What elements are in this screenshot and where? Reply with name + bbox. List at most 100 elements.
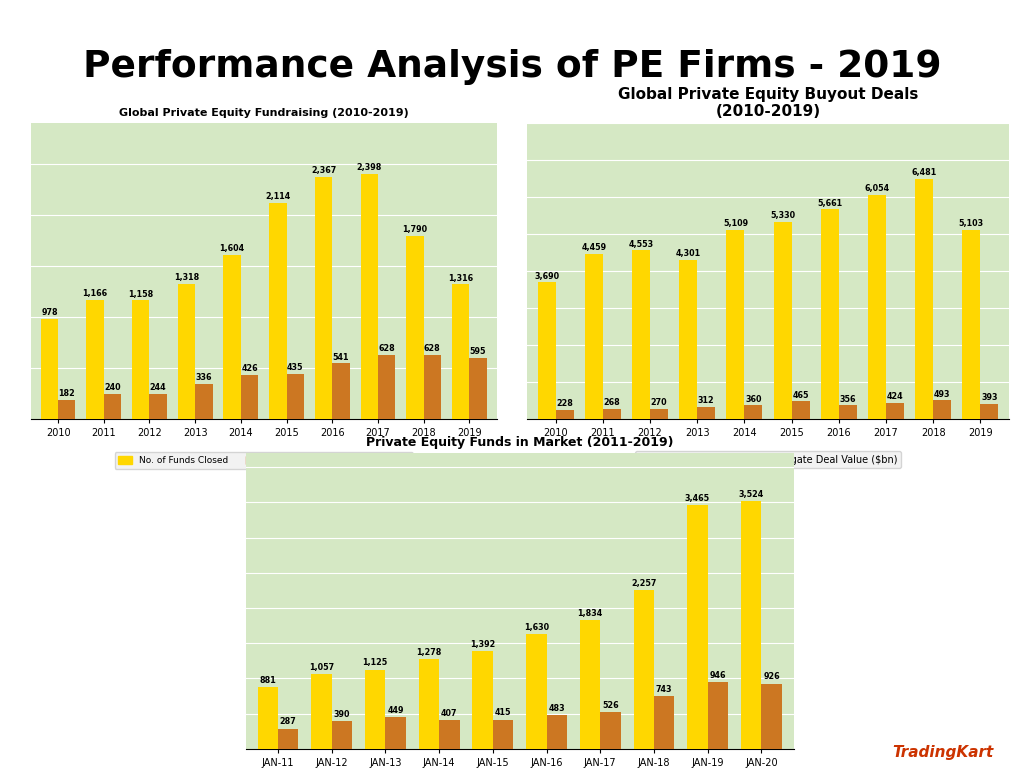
Bar (933, 400, 951, 419)
Text: 595: 595 (470, 347, 486, 356)
Bar (839, 406, 857, 419)
Bar (332, 721, 352, 749)
Text: 526: 526 (602, 700, 618, 710)
Text: 628: 628 (424, 344, 440, 353)
Text: 1,630: 1,630 (523, 623, 549, 632)
Text: 978: 978 (41, 308, 57, 317)
Bar (424, 355, 441, 419)
Bar (241, 375, 258, 419)
Text: 1,125: 1,125 (362, 658, 388, 667)
Bar (600, 712, 621, 749)
Bar (419, 659, 439, 749)
Bar (178, 284, 196, 419)
Text: 493: 493 (934, 389, 950, 399)
Text: 5,103: 5,103 (958, 220, 984, 228)
Bar (538, 282, 556, 419)
Text: 4,459: 4,459 (582, 243, 606, 252)
Bar (556, 410, 573, 419)
Text: 426: 426 (242, 364, 258, 373)
Bar (86, 300, 103, 419)
Text: 3,524: 3,524 (738, 489, 764, 498)
Text: 240: 240 (104, 383, 121, 392)
Bar (726, 230, 744, 419)
Text: TradingKart: TradingKart (892, 745, 993, 760)
Bar (360, 174, 378, 419)
Bar (868, 195, 886, 419)
Text: 415: 415 (495, 708, 511, 717)
Text: 228: 228 (556, 399, 573, 409)
Text: 6,481: 6,481 (911, 168, 937, 177)
Text: 356: 356 (840, 395, 856, 404)
Bar (762, 684, 781, 749)
Text: 628: 628 (378, 344, 395, 353)
Text: 465: 465 (793, 391, 809, 399)
Text: 424: 424 (887, 392, 903, 401)
Text: 1,316: 1,316 (447, 273, 473, 283)
Text: 435: 435 (287, 363, 303, 372)
Legend: No. of Funds Closed, Aggregate Capital Raised ($bn): No. of Funds Closed, Aggregate Capital R… (115, 452, 413, 468)
Text: 3,465: 3,465 (685, 494, 710, 503)
Text: 926: 926 (763, 673, 780, 681)
Bar (741, 501, 762, 749)
Text: 390: 390 (334, 710, 350, 719)
Text: 1,158: 1,158 (128, 290, 154, 299)
Bar (697, 407, 715, 419)
Title: Global Private Equity Buyout Deals
(2010-2019): Global Private Equity Buyout Deals (2010… (617, 87, 919, 119)
Bar (792, 402, 810, 419)
Text: 541: 541 (333, 353, 349, 362)
Text: 2,114: 2,114 (265, 192, 291, 201)
Text: 1,392: 1,392 (470, 640, 496, 649)
Text: Performance Analysis of PE Firms - 2019: Performance Analysis of PE Firms - 2019 (83, 49, 941, 85)
Text: 244: 244 (150, 382, 167, 392)
Text: 312: 312 (698, 396, 715, 406)
Bar (314, 177, 332, 419)
Bar (385, 717, 406, 749)
Bar (580, 620, 600, 749)
Bar (654, 697, 675, 749)
Bar (223, 255, 241, 419)
Text: 2,257: 2,257 (631, 579, 656, 588)
Text: 360: 360 (745, 395, 762, 404)
Bar (311, 674, 332, 749)
Bar (980, 404, 998, 419)
Bar (632, 250, 650, 419)
Bar (774, 221, 792, 419)
Bar (650, 409, 668, 419)
Bar (821, 210, 839, 419)
Text: 393: 393 (981, 393, 997, 402)
Bar (332, 363, 349, 419)
Text: 1,790: 1,790 (402, 225, 427, 234)
Text: 1,278: 1,278 (416, 647, 441, 657)
Text: 483: 483 (549, 703, 565, 713)
Bar (963, 230, 980, 419)
Title: Global Private Equity Fundraising (2010-2019): Global Private Equity Fundraising (2010-… (119, 108, 409, 118)
Text: 3,690: 3,690 (535, 272, 559, 280)
Bar (634, 590, 654, 749)
Text: 881: 881 (259, 676, 276, 684)
Text: 743: 743 (656, 685, 673, 694)
Bar (132, 300, 150, 419)
Text: 5,330: 5,330 (770, 211, 796, 220)
Text: 5,109: 5,109 (723, 219, 748, 228)
Text: 1,318: 1,318 (174, 273, 199, 283)
Bar (258, 687, 278, 749)
Bar (196, 384, 213, 419)
Bar (103, 394, 121, 419)
Bar (41, 319, 58, 419)
Text: 5,661: 5,661 (817, 199, 843, 207)
Bar (150, 394, 167, 419)
Bar (585, 253, 603, 419)
Bar (365, 670, 385, 749)
Text: 2,398: 2,398 (356, 164, 382, 172)
Bar (287, 374, 304, 419)
Text: 407: 407 (441, 709, 458, 718)
Bar (469, 358, 486, 419)
Text: 449: 449 (387, 706, 403, 715)
Bar (493, 720, 513, 749)
Bar (679, 260, 697, 419)
Text: 6,054: 6,054 (864, 184, 890, 193)
Bar (708, 682, 728, 749)
Bar (603, 409, 621, 419)
Bar (407, 236, 424, 419)
Bar (472, 650, 493, 749)
